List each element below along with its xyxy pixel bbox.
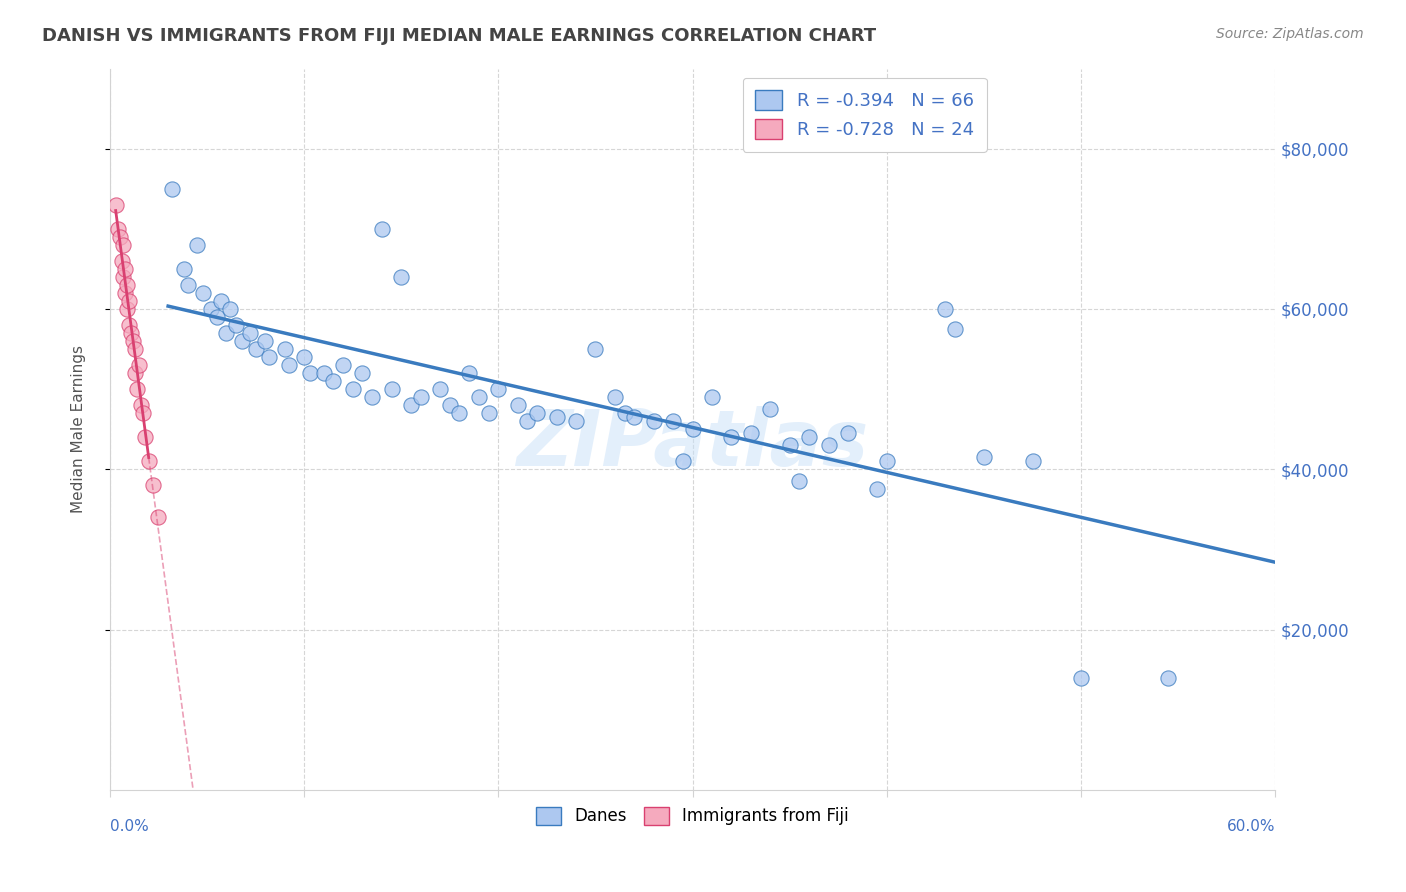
Point	[361, 390, 384, 404]
Point	[114, 285, 136, 300]
Point	[125, 382, 148, 396]
Point	[506, 398, 529, 412]
Text: Source: ZipAtlas.com: Source: ZipAtlas.com	[1216, 27, 1364, 41]
Point	[837, 426, 859, 441]
Text: 60.0%: 60.0%	[1227, 819, 1275, 834]
Point	[176, 277, 198, 292]
Point	[322, 374, 344, 388]
Point	[672, 454, 695, 468]
Point	[720, 430, 742, 444]
Point	[124, 342, 146, 356]
Point	[118, 293, 141, 308]
Point	[134, 430, 156, 444]
Point	[128, 358, 150, 372]
Point	[245, 342, 267, 356]
Point	[458, 366, 481, 380]
Y-axis label: Median Male Earnings: Median Male Earnings	[72, 345, 86, 513]
Point	[468, 390, 491, 404]
Point	[449, 406, 471, 420]
Point	[160, 182, 183, 196]
Point	[565, 414, 588, 428]
Point	[219, 301, 242, 316]
Point	[934, 301, 956, 316]
Point	[332, 358, 354, 372]
Point	[138, 454, 160, 468]
Point	[200, 301, 222, 316]
Point	[112, 269, 135, 284]
Point	[273, 342, 295, 356]
Point	[142, 478, 165, 492]
Point	[148, 510, 170, 524]
Point	[526, 406, 548, 420]
Point	[876, 454, 898, 468]
Point	[342, 382, 364, 396]
Legend: Danes, Immigrants from Fiji: Danes, Immigrants from Fiji	[530, 800, 855, 832]
Point	[399, 398, 422, 412]
Point	[779, 438, 801, 452]
Text: 0.0%: 0.0%	[110, 819, 149, 834]
Point	[613, 406, 636, 420]
Point	[225, 318, 247, 332]
Point	[866, 483, 889, 497]
Point	[352, 366, 374, 380]
Point	[191, 285, 214, 300]
Point	[205, 310, 228, 324]
Point	[759, 402, 782, 417]
Point	[118, 318, 141, 332]
Point	[478, 406, 501, 420]
Point	[117, 301, 139, 316]
Point	[312, 366, 335, 380]
Point	[215, 326, 238, 340]
Point	[108, 230, 131, 244]
Point	[371, 222, 394, 236]
Point	[257, 350, 280, 364]
Point	[129, 398, 152, 412]
Point	[682, 422, 704, 436]
Point	[643, 414, 665, 428]
Point	[277, 358, 299, 372]
Point	[797, 430, 820, 444]
Point	[186, 238, 208, 252]
Point	[700, 390, 723, 404]
Point	[124, 366, 146, 380]
Point	[409, 390, 432, 404]
Point	[817, 438, 839, 452]
Point	[1021, 454, 1043, 468]
Point	[1070, 671, 1092, 685]
Point	[117, 277, 139, 292]
Point	[585, 342, 607, 356]
Point	[1157, 671, 1180, 685]
Point	[292, 350, 315, 364]
Point	[973, 450, 995, 465]
Point	[389, 269, 412, 284]
Point	[662, 414, 685, 428]
Point	[623, 410, 645, 425]
Text: DANISH VS IMMIGRANTS FROM FIJI MEDIAN MALE EARNINGS CORRELATION CHART: DANISH VS IMMIGRANTS FROM FIJI MEDIAN MA…	[42, 27, 876, 45]
Point	[132, 406, 155, 420]
Point	[486, 382, 509, 396]
Point	[740, 426, 762, 441]
Point	[380, 382, 402, 396]
Point	[789, 475, 811, 489]
Point	[107, 222, 129, 236]
Point	[112, 238, 135, 252]
Text: ZIPatlas: ZIPatlas	[516, 406, 869, 482]
Point	[110, 253, 132, 268]
Point	[209, 293, 232, 308]
Point	[254, 334, 277, 348]
Point	[114, 261, 136, 276]
Point	[239, 326, 262, 340]
Point	[603, 390, 626, 404]
Point	[298, 366, 321, 380]
Point	[122, 334, 145, 348]
Point	[104, 198, 127, 212]
Point	[173, 261, 195, 276]
Point	[429, 382, 451, 396]
Point	[231, 334, 253, 348]
Point	[943, 322, 966, 336]
Point	[120, 326, 142, 340]
Point	[546, 410, 568, 425]
Point	[439, 398, 461, 412]
Point	[516, 414, 538, 428]
